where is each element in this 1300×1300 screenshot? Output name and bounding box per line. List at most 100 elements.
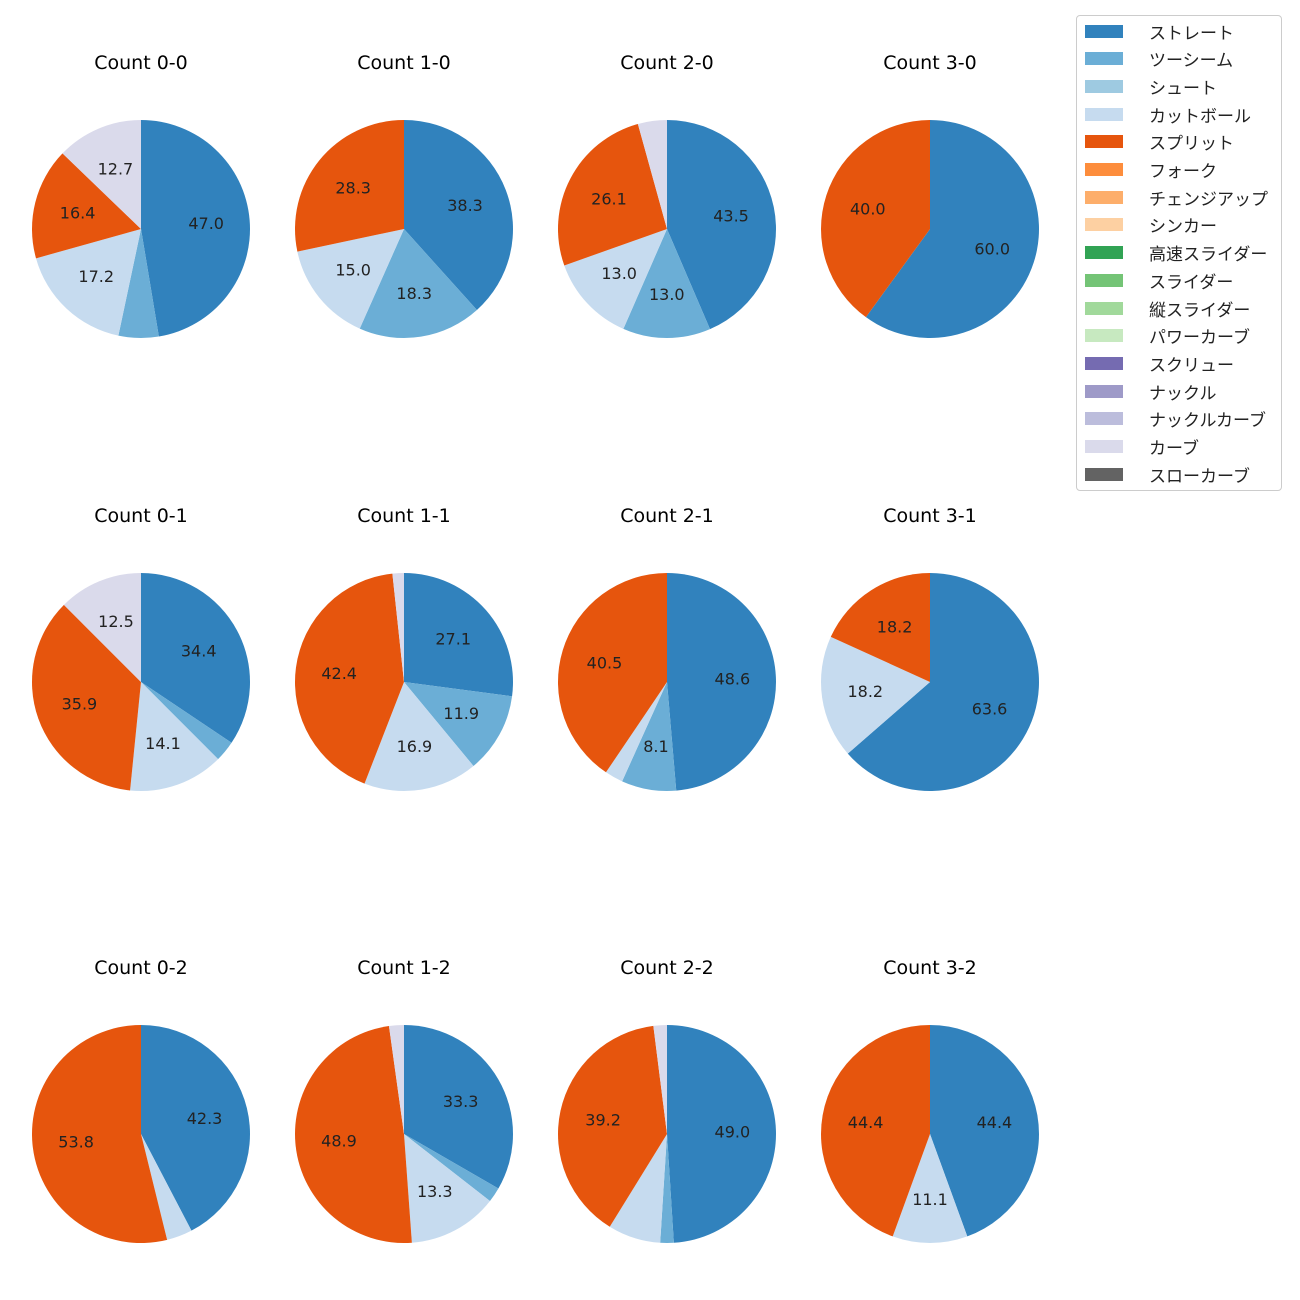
pie-slice [364, 682, 474, 791]
pie-count-1-0: Count 1-0 38.3 18.3 15.0 28.3 [294, 52, 513, 338]
legend-swatch [1085, 273, 1123, 287]
pie-count-1-1: Count 1-1 27.1 11.9 16.9 42.4 [295, 505, 513, 791]
slice-label: 60.0 [974, 240, 1010, 259]
pie-slice [821, 636, 930, 754]
legend-swatch [1085, 440, 1123, 453]
legend-swatch [1085, 412, 1123, 426]
pie-count-0-2: Count 0-2 42.3 53.8 [32, 957, 250, 1243]
pie-slice [392, 573, 404, 682]
pie-slice [609, 1134, 667, 1243]
legend-label: シンカー [1149, 217, 1217, 238]
legend-swatch [1085, 163, 1123, 176]
slice-label: 47.0 [188, 214, 224, 233]
pie-slice [141, 682, 232, 760]
legend-label: スライダー [1149, 272, 1234, 293]
pie-slice [404, 1134, 499, 1201]
legend-swatch [1085, 79, 1123, 93]
pie-slice [820, 1025, 930, 1237]
legend-label: 高速スライダー [1149, 245, 1268, 266]
slice-label: 34.4 [181, 642, 217, 661]
pie-title: Count 2-2 [620, 957, 714, 979]
pie-slice [564, 229, 667, 329]
pie-title: Count 0-0 [94, 52, 188, 74]
pie-count-2-2: Count 2-2 49.0 39.2 [557, 957, 777, 1243]
pie-title: Count 3-2 [883, 957, 977, 979]
slice-label: 17.2 [78, 267, 114, 286]
slice-label: 28.3 [335, 178, 371, 197]
legend-label: ナックル [1149, 383, 1217, 404]
legend-item: ナックル [1085, 381, 1217, 404]
legend-label: ナックルカーブ [1149, 411, 1266, 432]
legend-swatch [1085, 356, 1123, 370]
pie-slice [63, 573, 141, 682]
pie-count-0-0: Count 0-0 47.0 17.2 16.4 12.7 [32, 52, 251, 339]
pie-slice [605, 682, 667, 782]
pie-slice [820, 120, 930, 318]
legend-item: チェンジアップ [1085, 187, 1268, 210]
slice-label: 44.4 [848, 1113, 884, 1132]
pie-count-1-2: Count 1-2 33.3 13.3 48.9 [295, 957, 513, 1243]
pie-slice [141, 1134, 192, 1240]
pie-count-3-1: Count 3-1 63.6 18.2 18.2 [821, 505, 1039, 791]
slice-label: 42.3 [187, 1109, 223, 1128]
legend-label: パワーカーブ [1149, 328, 1250, 349]
legend-item: スプリット [1085, 132, 1234, 155]
legend-item: 高速スライダー [1085, 243, 1268, 266]
pie-slice [667, 1025, 777, 1243]
slice-label: 12.5 [98, 612, 134, 631]
legend-swatch [1085, 467, 1123, 481]
pie-count-2-0: Count 2-0 43.5 13.0 13.0 26.1 [557, 52, 777, 339]
legend-item: スクリュー [1085, 353, 1234, 376]
pie-slice [118, 229, 159, 339]
slice-label: 15.0 [335, 261, 371, 280]
legend-label: カーブ [1149, 439, 1199, 459]
slice-label: 13.3 [417, 1182, 453, 1201]
legend-item: フォーク [1085, 160, 1217, 182]
legend-label: シュート [1149, 78, 1217, 99]
pie-title: Count 0-1 [94, 505, 188, 527]
pie-slice [36, 229, 141, 336]
pie-slice [295, 573, 404, 784]
pie-slice [295, 1026, 412, 1243]
legend-item: ナックルカーブ [1085, 409, 1266, 432]
pie-slice [141, 573, 251, 743]
pie-slice [297, 229, 404, 329]
legend-label: 縦スライダー [1149, 300, 1251, 321]
slice-label: 16.9 [397, 737, 433, 756]
legend-item: ストレート [1085, 21, 1234, 44]
slice-label: 11.9 [443, 704, 479, 723]
pie-slice [557, 123, 667, 266]
slice-label: 48.9 [321, 1131, 357, 1150]
legend-item: カットボール [1085, 104, 1251, 127]
pie-slice [388, 1025, 404, 1134]
legend-item: パワーカーブ [1085, 326, 1250, 349]
pie-title: Count 3-0 [883, 52, 977, 74]
slice-label: 18.3 [396, 284, 432, 303]
slice-label: 40.0 [850, 199, 886, 218]
slice-label: 44.4 [977, 1113, 1013, 1132]
pie-slice [404, 682, 513, 766]
pie-slice [622, 682, 677, 791]
legend-item: スローカーブ [1085, 464, 1250, 487]
legend-label: ツーシーム [1149, 51, 1234, 72]
slice-label: 35.9 [62, 694, 98, 713]
legend-swatch [1085, 190, 1123, 204]
legend-item: シンカー [1085, 215, 1217, 238]
pie-count-0-1: Count 0-1 34.4 14.1 35.9 12.5 [32, 505, 251, 791]
pie-slice [667, 573, 776, 791]
slice-label: 33.3 [443, 1092, 479, 1111]
pie-slice [62, 120, 141, 229]
slice-label: 53.8 [58, 1132, 94, 1151]
legend-swatch [1085, 384, 1123, 398]
pie-slice [667, 120, 777, 330]
legend-label: スプリット [1149, 134, 1234, 155]
pie-title: Count 2-1 [620, 505, 714, 527]
slice-label: 16.4 [60, 204, 96, 223]
slice-label: 12.7 [98, 159, 134, 178]
legend-swatch [1085, 107, 1123, 121]
slice-label: 14.1 [145, 734, 181, 753]
legend-label: チェンジアップ [1149, 189, 1268, 210]
pie-slice [32, 153, 141, 259]
slice-label: 63.6 [972, 700, 1008, 719]
